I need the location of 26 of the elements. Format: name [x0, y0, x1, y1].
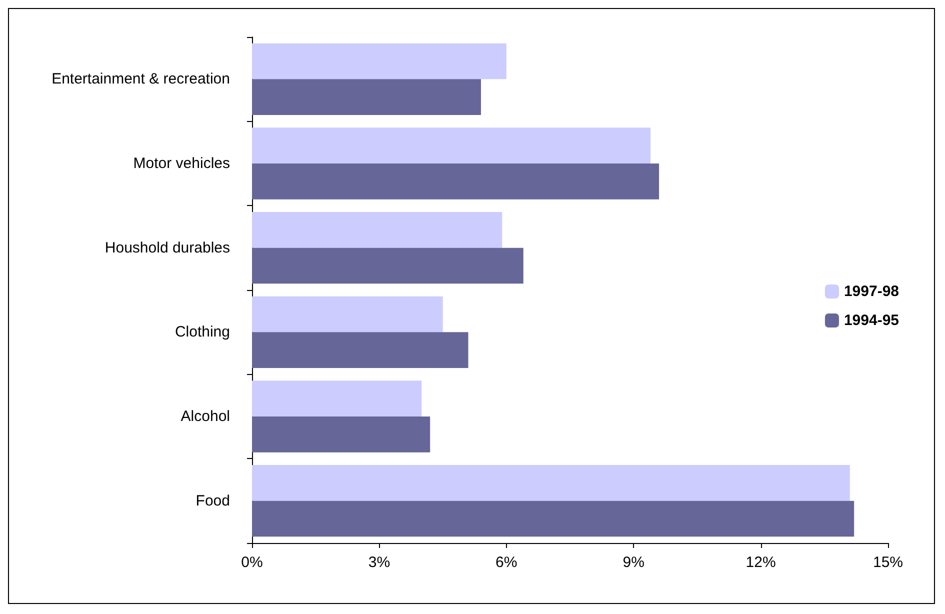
bar [252, 164, 660, 200]
bar [252, 128, 651, 164]
legend-label: 1994-95 [844, 312, 900, 329]
bar [252, 500, 854, 537]
bar [252, 212, 502, 248]
x-tick-label: 12% [746, 554, 776, 571]
bar [252, 380, 422, 416]
bar [252, 43, 506, 80]
y-tick-label: Clothing [174, 324, 230, 341]
bar [252, 332, 468, 368]
bar [252, 464, 850, 501]
y-tick-label: Entertainment & recreation [52, 70, 230, 88]
x-tick-label: 0% [241, 554, 263, 571]
x-tick-label: 6% [496, 554, 518, 571]
x-tick-label: 9% [622, 554, 644, 571]
bar [252, 416, 430, 452]
y-tick-label: Motor vehicles [133, 155, 230, 172]
bar [252, 79, 481, 116]
x-tick-label: 15% [872, 554, 904, 571]
bar [252, 296, 443, 332]
y-tick-label: Alcohol [180, 408, 230, 425]
x-tick-label: 3% [368, 554, 390, 571]
legend-label: 1997-98 [844, 283, 900, 300]
y-tick-label: Food [196, 492, 230, 510]
bar [252, 248, 524, 284]
y-tick-label: Houshold durables [104, 239, 230, 256]
